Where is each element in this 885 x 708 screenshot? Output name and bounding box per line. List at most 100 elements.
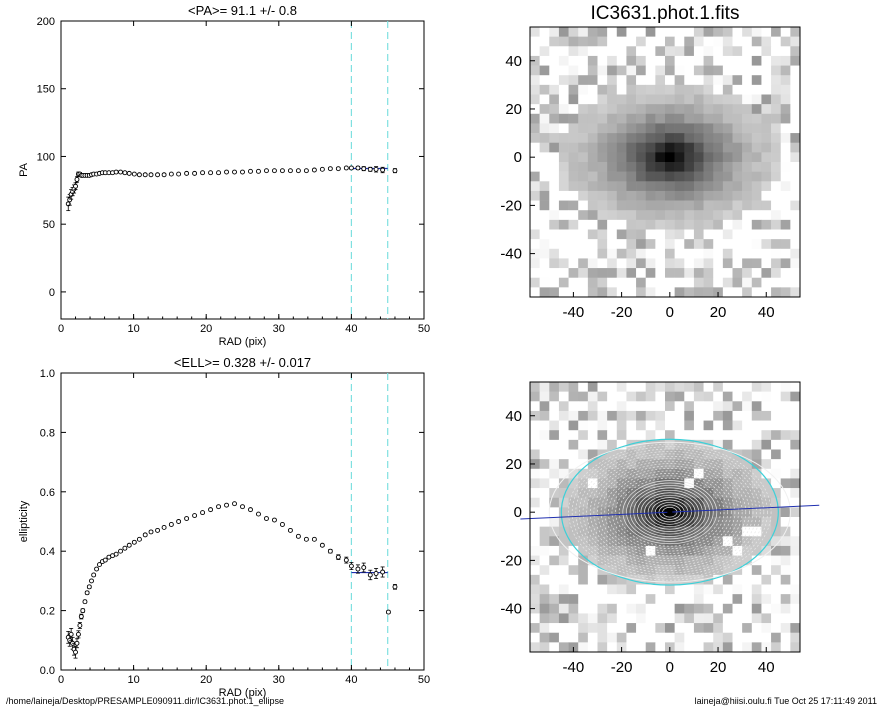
image-pixel — [761, 623, 772, 634]
image-pixel — [713, 382, 724, 392]
image-pixel — [645, 65, 656, 76]
image-pixel — [578, 219, 589, 230]
image-pixel — [597, 113, 608, 124]
image-pixel — [761, 55, 772, 66]
image-pixel — [684, 507, 695, 518]
image-pixel — [626, 27, 637, 37]
image-pixel — [645, 439, 656, 450]
data-point — [142, 532, 148, 538]
image-pixel — [732, 603, 743, 614]
image-pixel — [626, 113, 637, 124]
image-pixel — [530, 171, 540, 182]
image-pixel — [655, 142, 666, 153]
data-point — [295, 533, 301, 539]
image-pixel — [713, 545, 724, 556]
image-pixel — [674, 488, 685, 499]
image-pixel — [655, 632, 666, 643]
image-pixel — [713, 420, 724, 431]
image-pixel — [771, 113, 782, 124]
image-pixel — [597, 526, 608, 537]
image-pixel — [645, 75, 656, 86]
image-pixel — [539, 27, 550, 37]
image-pixel — [674, 268, 685, 279]
image-pixel — [607, 268, 618, 279]
data-point — [319, 166, 325, 172]
image-pixel — [607, 239, 618, 250]
image-pixel — [674, 439, 685, 450]
image-pixel — [568, 584, 579, 595]
image-pixel — [751, 497, 762, 508]
image-pixel — [597, 84, 608, 95]
data-point — [335, 554, 341, 560]
data-point — [279, 522, 285, 527]
image-pixel — [713, 171, 724, 182]
image-pixel — [703, 287, 714, 298]
image-pixel — [549, 258, 560, 269]
image-pixel — [636, 420, 647, 431]
image-pixel — [665, 239, 675, 250]
image-pixel — [732, 468, 743, 479]
data-point — [131, 171, 137, 177]
image-pixel — [645, 430, 656, 441]
image-pixel — [722, 162, 733, 172]
image-pixel — [790, 449, 801, 460]
image-pixel — [751, 27, 762, 37]
image-pixel — [530, 287, 540, 298]
image-pixel — [674, 104, 685, 115]
image-pixel — [751, 287, 762, 298]
image-pixel — [780, 536, 791, 547]
image-pixel — [568, 623, 579, 634]
image-pixel — [558, 420, 569, 431]
x-tick-label: -40 — [563, 304, 585, 321]
image-pixel — [539, 36, 550, 47]
data-point — [232, 501, 237, 507]
image-pixel — [732, 181, 743, 192]
image-pixel — [587, 488, 598, 499]
image-pixel — [530, 468, 540, 479]
image-pixel — [539, 55, 550, 66]
image-pixel — [761, 219, 772, 230]
image-pixel — [665, 200, 675, 211]
data-point — [264, 168, 269, 174]
image-pixel — [626, 594, 637, 605]
image-pixel — [771, 613, 782, 624]
file-path-label: /home/laineja/Desktop/PRESAMPLE090911.di… — [6, 696, 285, 706]
image-pixel — [790, 632, 801, 643]
image-pixel — [732, 210, 743, 221]
image-pixel — [751, 420, 762, 431]
data-point — [224, 502, 229, 508]
image-pixel — [597, 555, 608, 566]
image-pixel — [761, 449, 772, 460]
image-pixel — [693, 219, 704, 230]
image-pixel — [742, 152, 753, 163]
image-pixel — [655, 430, 666, 441]
image-pixel — [771, 526, 782, 537]
image-pixel — [674, 632, 685, 643]
image-pixel — [549, 613, 560, 624]
image-pixel — [703, 478, 714, 489]
image-pixel — [539, 219, 550, 230]
image-pixel — [713, 84, 724, 95]
image-pixel — [636, 565, 647, 576]
image-pixel — [568, 94, 579, 105]
image-pixel — [771, 104, 782, 115]
image-pixel — [568, 468, 579, 479]
image-pixel — [665, 603, 675, 614]
image-pixel — [549, 152, 560, 163]
image-pixel — [636, 104, 647, 115]
image-pixel — [578, 123, 589, 134]
image-pixel — [732, 229, 743, 240]
ellipticity-profile-plot: 0 10 20 30 40 500.00.20.40.60.81.0<ELL>= 0.32… — [18, 355, 430, 699]
image-pixel — [732, 142, 743, 153]
x-tick-label: 0 — [666, 304, 674, 321]
image-pixel — [674, 162, 685, 172]
image-pixel — [771, 123, 782, 134]
image-pixel — [780, 430, 791, 441]
image-pixel — [665, 565, 675, 576]
image-pixel — [674, 181, 685, 192]
image-pixel — [742, 113, 753, 124]
image-pixel — [742, 459, 753, 470]
image-pixel — [771, 623, 782, 634]
image-pixel — [732, 190, 743, 201]
image-pixel — [568, 162, 579, 172]
